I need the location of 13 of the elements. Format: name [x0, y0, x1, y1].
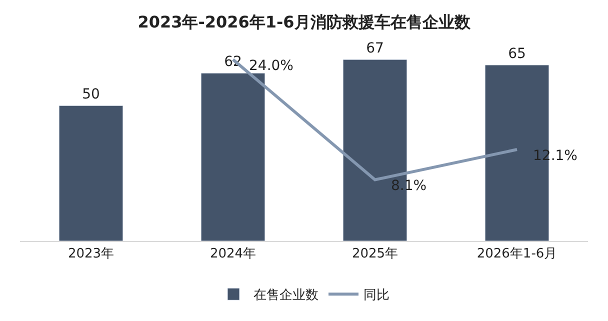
chart-title: 2023年-2026年1-6月消防救援车在售企业数: [138, 12, 472, 32]
data-label: 65: [508, 46, 526, 62]
bar: [58, 105, 124, 241]
data-label: 24.0%: [249, 58, 294, 74]
data-label: 50: [82, 86, 100, 103]
x-tick-label: 2025年: [352, 246, 398, 262]
legend-label: 同比: [364, 288, 390, 304]
bar: [200, 72, 266, 241]
x-tick-label: 2026年1-6月: [476, 246, 558, 262]
x-tick-label: 2023年: [68, 246, 114, 262]
x-tick-label: 2024年: [210, 246, 256, 262]
legend-label: 在售企业数: [254, 288, 318, 304]
data-label: 67: [366, 40, 384, 57]
